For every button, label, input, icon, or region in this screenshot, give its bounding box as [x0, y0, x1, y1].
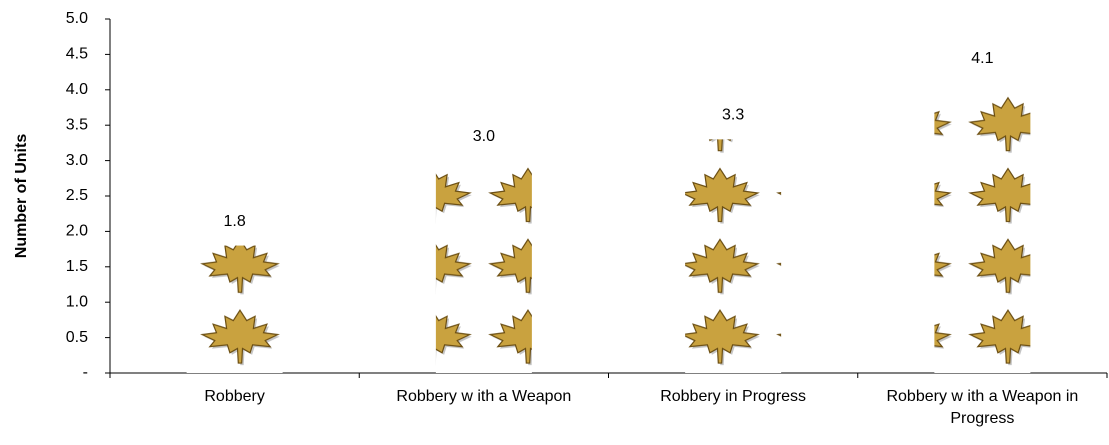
bar: [685, 139, 782, 373]
x-tick-label: Robbery in Progress: [660, 388, 807, 405]
data-label: 3.3: [722, 107, 744, 124]
y-tick-label: 2.0: [66, 223, 88, 240]
y-tick-label: 1.5: [66, 258, 88, 275]
bar: [186, 245, 283, 373]
data-label: 3.0: [473, 128, 495, 145]
data-label: 4.1: [971, 50, 993, 67]
y-tick-label: -: [83, 364, 88, 381]
y-tick-label: 3.5: [66, 116, 88, 133]
y-tick-label: 4.0: [66, 81, 88, 98]
bar: [934, 82, 1031, 373]
y-tick-label: 5.0: [66, 10, 88, 27]
y-tick-label: 0.5: [66, 329, 88, 346]
x-tick-label: Robbery: [204, 388, 265, 405]
x-tick-label: Robbery w ith a Weapon in Progress: [886, 388, 1079, 427]
y-tick-label: 1.0: [66, 293, 88, 310]
data-label: 1.8: [224, 213, 246, 230]
y-tick-label: 2.5: [66, 187, 88, 204]
y-axis-label: Number of Units: [13, 134, 30, 259]
bar: [435, 160, 532, 373]
y-tick-label: 4.5: [66, 46, 88, 63]
y-tick-label: 3.0: [66, 152, 88, 169]
x-tick-label: Robbery w ith a Weapon: [396, 388, 572, 405]
